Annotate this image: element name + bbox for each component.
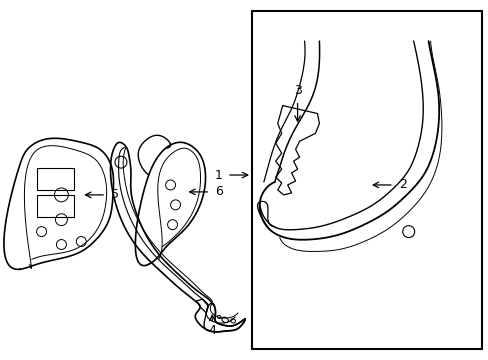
Bar: [37, 195, 74, 217]
Text: 3: 3: [293, 84, 301, 97]
Text: 5: 5: [111, 188, 119, 201]
Bar: [251, 11, 481, 349]
Text: 1: 1: [214, 168, 222, 181]
Text: 2: 2: [398, 179, 406, 192]
Bar: [37, 168, 74, 190]
Text: 4: 4: [208, 324, 216, 337]
Text: 6: 6: [215, 185, 223, 198]
